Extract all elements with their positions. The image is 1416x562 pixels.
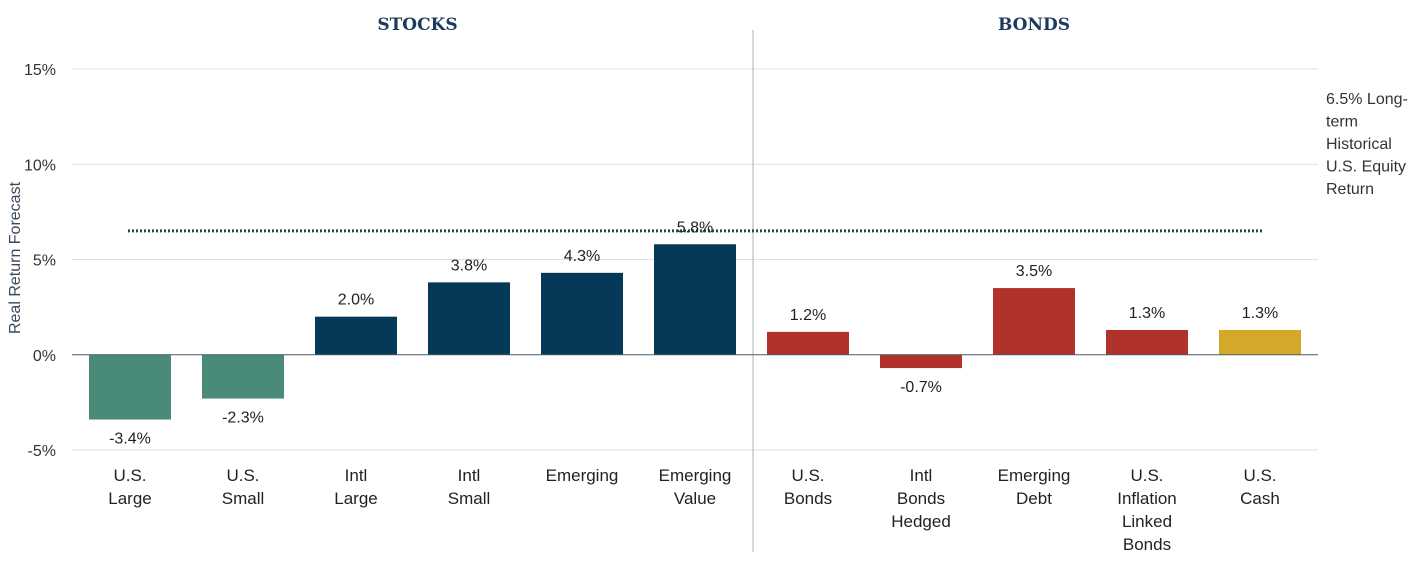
x-tick-label-line: Emerging	[546, 466, 619, 485]
x-tick-label-line: Emerging	[998, 466, 1071, 485]
reference-line-text-line: U.S. Equity	[1326, 159, 1406, 176]
data-label: -0.7%	[900, 379, 942, 396]
bar	[993, 288, 1075, 355]
category-labels: U.S. Large U.S. Small Intl Large Intl Small Emer…	[108, 466, 1280, 554]
data-label: -2.3%	[222, 410, 264, 427]
x-tick-label-line: U.S.	[1130, 466, 1163, 485]
x-tick-label-line: U.S.	[1243, 466, 1276, 485]
bar	[1106, 329, 1188, 355]
x-tick-label-line: Linked	[1122, 512, 1172, 531]
grid	[72, 68, 1318, 451]
data-label: 2.0%	[338, 292, 374, 309]
data-label: 3.8%	[451, 257, 487, 274]
y-tick-label: 0%	[33, 348, 56, 365]
data-label: 1.2%	[790, 307, 826, 324]
x-tick-label: Intl Bonds Hedged	[891, 466, 951, 531]
x-tick-label-line: Intl	[458, 466, 481, 485]
value-labels: -3.4% -2.3% 2.0% 3.8% 4.3% 5.8% 1.2% -0.7% 3.5% 1…	[109, 219, 1278, 447]
x-tick-label-line: Large	[108, 489, 151, 508]
x-tick-label-line: Bonds	[897, 489, 945, 508]
data-label: 5.8%	[677, 219, 713, 236]
y-axis-ticks: -5% 0% 5% 10% 15%	[24, 62, 56, 460]
bar	[202, 354, 284, 399]
x-tick-label-line: Small	[448, 489, 491, 508]
x-tick-label: Emerging Value	[659, 466, 732, 508]
bar	[1219, 329, 1301, 355]
data-label: 3.5%	[1016, 263, 1052, 280]
x-tick-label-line: Large	[334, 489, 377, 508]
x-tick-label-line: Debt	[1016, 489, 1052, 508]
section-titles: STOCKS BONDS	[377, 15, 1070, 35]
x-tick-label-line: Hedged	[891, 512, 951, 531]
x-tick-label-line: Bonds	[784, 489, 832, 508]
x-tick-label: Intl Small	[448, 466, 491, 508]
bar	[428, 282, 510, 355]
x-tick-label-line: U.S.	[113, 466, 146, 485]
x-tick-label: U.S. Inflation Linked Bonds	[1117, 466, 1177, 554]
reference-line-text-line: term	[1326, 114, 1358, 131]
x-tick-label-line: Intl	[910, 466, 933, 485]
x-tick-label-line: Intl	[345, 466, 368, 485]
bar	[541, 272, 623, 355]
x-tick-label-line: U.S.	[226, 466, 259, 485]
x-tick-label-line: Cash	[1240, 489, 1280, 508]
bars	[89, 244, 1301, 420]
x-tick-label: U.S. Bonds	[784, 466, 832, 508]
x-tick-label-line: Bonds	[1123, 535, 1171, 554]
section-title: STOCKS	[377, 15, 457, 35]
section-title: BONDS	[998, 15, 1070, 35]
y-axis-title: Real Return Forecast	[7, 181, 24, 334]
x-tick-label: Intl Large	[334, 466, 377, 508]
y-tick-label: 5%	[33, 253, 56, 270]
reference-line-text-line: Return	[1326, 181, 1374, 198]
x-tick-label: Emerging Debt	[998, 466, 1071, 508]
x-tick-label-line: Value	[674, 489, 716, 508]
y-tick-label: -5%	[28, 443, 56, 460]
data-label: 4.3%	[564, 248, 600, 265]
data-label: -3.4%	[109, 431, 151, 448]
data-label: 1.3%	[1242, 305, 1278, 322]
y-tick-label: 15%	[24, 62, 56, 79]
data-label: 1.3%	[1129, 305, 1165, 322]
bar	[315, 316, 397, 355]
x-tick-label: U.S. Small	[222, 466, 265, 508]
x-tick-label-line: Emerging	[659, 466, 732, 485]
x-tick-label-line: U.S.	[791, 466, 824, 485]
x-tick-label: U.S. Large	[108, 466, 151, 508]
reference-line-text-line: Historical	[1326, 136, 1392, 153]
reference-line-text: 6.5% Long-term Historical U.S. Equity Retur…	[1326, 91, 1408, 198]
x-tick-label: Emerging	[546, 466, 619, 485]
bar	[767, 331, 849, 355]
x-tick-label-line: Small	[222, 489, 265, 508]
x-tick-label: U.S. Cash	[1240, 466, 1280, 508]
reference-line-text-line: 6.5% Long-	[1326, 91, 1408, 108]
bar	[880, 354, 962, 369]
y-tick-label: 10%	[24, 157, 56, 174]
bar	[654, 244, 736, 355]
bar	[89, 354, 171, 420]
reference-line-label: 6.5% Long-term Historical U.S. Equity Retur…	[1326, 91, 1408, 198]
x-tick-label-line: Inflation	[1117, 489, 1177, 508]
